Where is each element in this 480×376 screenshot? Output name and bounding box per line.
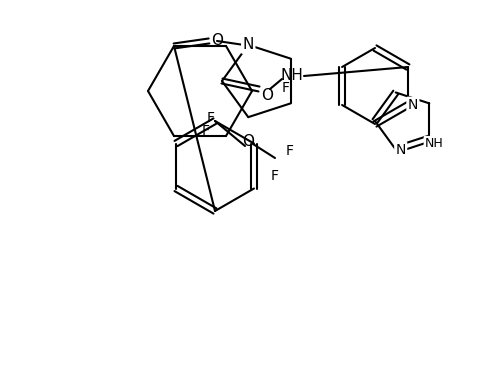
Text: F: F	[282, 81, 290, 96]
Text: N: N	[396, 143, 406, 156]
Text: F: F	[286, 144, 294, 158]
Text: O: O	[261, 88, 273, 103]
Text: N: N	[242, 37, 254, 52]
Text: O: O	[242, 133, 254, 149]
Text: NH: NH	[281, 68, 303, 83]
Text: F: F	[207, 111, 215, 125]
Text: N: N	[408, 98, 418, 112]
Text: O: O	[211, 33, 223, 49]
Text: NH: NH	[425, 137, 444, 150]
Text: F: F	[271, 169, 279, 183]
Text: F: F	[202, 124, 210, 138]
